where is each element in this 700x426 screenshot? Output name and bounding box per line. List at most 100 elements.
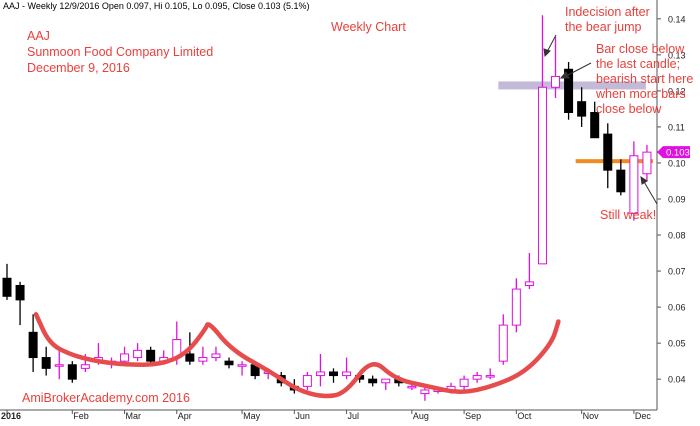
candle bbox=[498, 314, 508, 365]
plot-area bbox=[0, 0, 657, 410]
candle-body-bull bbox=[407, 385, 417, 389]
candle bbox=[198, 346, 208, 365]
y-tick-label: 0.12 bbox=[668, 86, 686, 96]
candle-body-bear bbox=[28, 331, 38, 359]
x-tick-label: Dec bbox=[635, 411, 652, 421]
candle-body-bear bbox=[67, 364, 77, 380]
candle bbox=[616, 159, 626, 196]
candle-body-bear bbox=[146, 349, 156, 362]
arrow-still-weak bbox=[642, 179, 658, 205]
candle-body-bull bbox=[80, 364, 90, 369]
candle-body-bull bbox=[133, 349, 143, 359]
y-tick-label: 0.04 bbox=[668, 375, 686, 385]
candle bbox=[133, 343, 143, 362]
y-axis: 0.04 0.05 0.06 0.07 0.08 0.09 0.10 0.11 0.12 0.13… bbox=[657, 14, 686, 385]
annotation-indecision-line1: Indecision after bbox=[565, 5, 650, 19]
y-tick-label: 0.06 bbox=[668, 303, 686, 313]
y-tick-label: 0.11 bbox=[668, 122, 685, 132]
x-tick-label: May bbox=[243, 411, 261, 421]
candle bbox=[590, 101, 600, 139]
annotation-bar-close-line2: the last candle; bbox=[596, 57, 680, 71]
candle bbox=[368, 375, 378, 387]
candle bbox=[237, 361, 247, 376]
candle bbox=[2, 263, 12, 300]
candle bbox=[329, 368, 338, 383]
annotation-indecision-line2: the bear jump bbox=[565, 20, 641, 34]
candle bbox=[28, 314, 38, 372]
candle-body-bull bbox=[342, 371, 352, 377]
annotation-bar-close-line3: bearish start here bbox=[596, 72, 693, 86]
candle-body-bull bbox=[120, 353, 130, 362]
candle bbox=[472, 371, 482, 383]
support-line bbox=[575, 159, 653, 164]
x-tick-label: Jul bbox=[348, 411, 360, 421]
price-badge-shape bbox=[657, 146, 690, 159]
arrow-still-weak-head bbox=[640, 175, 648, 185]
x-tick-label: Mar bbox=[126, 411, 142, 421]
y-tick-label: 0.09 bbox=[668, 194, 686, 204]
candle bbox=[224, 357, 234, 369]
candle-body-bear bbox=[41, 357, 51, 369]
candle-body-bear bbox=[577, 101, 587, 117]
annotation-bar-close-line5: close below bbox=[596, 102, 662, 116]
arrow-indecision bbox=[546, 34, 557, 53]
candle-body-bear bbox=[2, 277, 12, 297]
company-name: Sunmoon Food Company Limited bbox=[27, 45, 213, 59]
candles bbox=[2, 15, 652, 401]
y-tick-label: 0.08 bbox=[668, 231, 686, 241]
candle-body-bull bbox=[524, 281, 534, 286]
y-tick-label: 0.10 bbox=[668, 158, 686, 168]
x-tick-label: Nov bbox=[583, 411, 600, 421]
candle bbox=[381, 378, 391, 390]
candle bbox=[67, 361, 77, 383]
candle bbox=[564, 62, 574, 120]
candle-body-bull bbox=[551, 75, 561, 88]
candle-body-bear bbox=[603, 133, 613, 171]
chart-info-line: AAJ - Weekly 12/9/2016 Open 0.097, Hi 0.… bbox=[3, 1, 310, 11]
y-tick-label: 0.14 bbox=[668, 14, 686, 24]
candle-body-bull bbox=[420, 389, 430, 395]
x-axis: 2016 Feb Mar Apr May Jun Jul Aug Sep Oct Nov Dec bbox=[1, 410, 651, 421]
candle bbox=[629, 141, 639, 221]
candle-body-bear bbox=[616, 169, 626, 193]
candle bbox=[577, 87, 587, 127]
arrow-bar-close bbox=[565, 62, 592, 77]
watermark: AmiBrokerAcademy.com 2016 bbox=[22, 391, 190, 405]
candle bbox=[524, 253, 534, 290]
arrow-indecision-head bbox=[543, 48, 551, 58]
candle-body-bull bbox=[511, 288, 521, 326]
candle-body-bull bbox=[472, 375, 482, 380]
trend-curves bbox=[33, 312, 561, 399]
y-tick-label: 0.07 bbox=[668, 267, 686, 277]
candle bbox=[537, 15, 547, 265]
candle-body-bull bbox=[485, 375, 495, 378]
candle-body-bull bbox=[315, 371, 325, 377]
candle-body-bull bbox=[642, 151, 652, 175]
x-tick-label: Oct bbox=[517, 411, 532, 421]
candle-body-bull bbox=[537, 86, 547, 265]
candle bbox=[342, 357, 352, 380]
candle bbox=[551, 36, 561, 99]
x-tick-label: Aug bbox=[413, 411, 429, 421]
arrow-bar-close-head bbox=[559, 71, 570, 79]
candle-body-bear bbox=[590, 112, 600, 139]
candle bbox=[459, 375, 469, 390]
candle-body-bear bbox=[329, 371, 338, 377]
price-badge-value: 0.103 bbox=[666, 148, 690, 159]
candle bbox=[485, 368, 495, 380]
annotation-bar-close-line4: when more bars bbox=[595, 87, 686, 101]
candle-body-bear bbox=[185, 353, 195, 362]
candle bbox=[41, 346, 51, 376]
x-tick-label: 2016 bbox=[1, 411, 21, 421]
current-price-badge: 0.103 bbox=[657, 146, 690, 159]
candle bbox=[315, 353, 325, 387]
candle-body-bear bbox=[224, 360, 234, 366]
candle-body-bull bbox=[54, 364, 64, 367]
x-tick-label: Jun bbox=[295, 411, 310, 421]
candle bbox=[146, 346, 156, 365]
chart-type-label: Weekly Chart bbox=[331, 20, 406, 34]
candle-body-bull bbox=[302, 375, 312, 387]
candle bbox=[603, 123, 613, 189]
x-tick-label: Feb bbox=[73, 411, 89, 421]
